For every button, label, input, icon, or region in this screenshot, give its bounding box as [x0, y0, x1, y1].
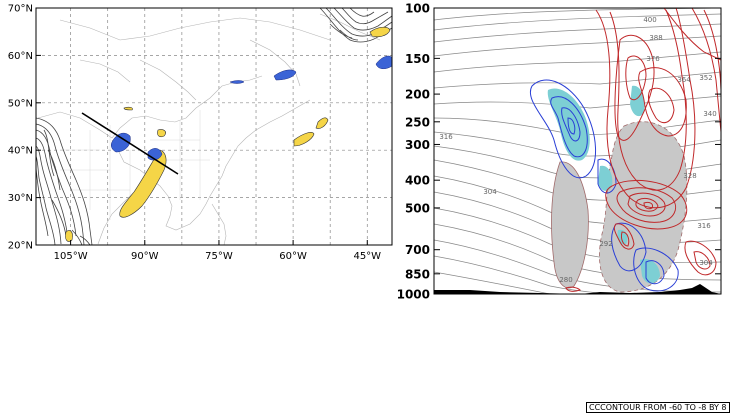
lon-tick-label: 105°W: [54, 251, 88, 262]
lat-tick-label: 70°N: [8, 4, 33, 15]
theta-contour-label: 292: [599, 240, 612, 248]
lat-ticks: 70°N 60°N 50°N 40°N 30°N 20°N: [8, 4, 41, 252]
map-panel: 70°N 60°N 50°N 40°N 30°N 20°N 105°W 90°W 75°W 60…: [8, 4, 393, 262]
cross-section-border: [433, 7, 722, 295]
pressure-tick-label: 250: [405, 115, 430, 129]
lon-tick-label: 90°W: [131, 251, 159, 262]
map-frame: [36, 8, 392, 245]
theta-contour-label: 316: [697, 222, 711, 230]
blue-contours: [529, 79, 679, 292]
contour-info-label: CCCONTOUR FROM -60 TO -8 BY 8: [586, 402, 730, 413]
lat-tick-label: 30°N: [8, 193, 33, 204]
lat-tick-label: 50°N: [8, 98, 33, 109]
theta-contour-label: 352: [699, 74, 712, 82]
theta-contour-label: 376: [646, 55, 660, 63]
pressure-tick-label: 400: [405, 174, 430, 188]
pressure-tick-label: 1000: [397, 288, 430, 302]
pressure-tick-label: 700: [405, 243, 430, 257]
pressure-tick-label: 500: [405, 201, 430, 215]
pressure-tick-label: 300: [405, 138, 430, 152]
theta-contour-label: 316: [439, 133, 453, 141]
lon-tick-label: 60°W: [279, 251, 307, 262]
lon-tick-label: 75°W: [205, 251, 233, 262]
pressure-tick-label: 100: [405, 2, 430, 16]
theta-contour-label: 340: [703, 110, 716, 118]
theta-labels: 400 388 376 364 352 340 316 304 328 316 292 280 304: [439, 16, 716, 284]
lon-ticks: 105°W 90°W 75°W 60°W 45°W: [54, 240, 381, 262]
cross-section-line: [81, 112, 179, 175]
theta-contour-label: 388: [649, 34, 662, 42]
lat-tick-label: 60°N: [8, 51, 33, 62]
pressure-tick-label: 850: [405, 267, 430, 281]
theta-contour-label: 280: [559, 276, 572, 284]
contour-info-prefix: CC: [589, 403, 601, 412]
red-contours: [565, 8, 721, 292]
terrain-contours: [35, 7, 393, 246]
theta-contour-label: 304: [483, 188, 497, 196]
pressure-tick-label: 200: [405, 88, 430, 102]
lon-tick-label: 45°W: [353, 251, 381, 262]
terrain: [434, 284, 721, 294]
state-lines: [60, 110, 210, 220]
gray-shaded-regions: [551, 121, 688, 293]
contour-info-text: CONTOUR FROM -60 TO -8 BY 8: [600, 403, 727, 412]
lat-tick-label: 20°N: [8, 241, 33, 252]
map-border: [35, 7, 393, 246]
negative-regions: [110, 55, 393, 161]
theta-contour-label: 304: [699, 259, 713, 267]
pressure-tick-label: 150: [405, 52, 430, 66]
pressure-ticks: 100 150 200 250 300 400 500 700 850 1000: [397, 2, 721, 302]
map-grid: [36, 8, 392, 245]
positive-regions: [65, 26, 391, 242]
lat-tick-label: 40°N: [8, 146, 33, 157]
theta-contour-label: 400: [643, 16, 656, 24]
theta-contour-label: 328: [683, 172, 696, 180]
theta-contour-label: 364: [677, 76, 691, 84]
